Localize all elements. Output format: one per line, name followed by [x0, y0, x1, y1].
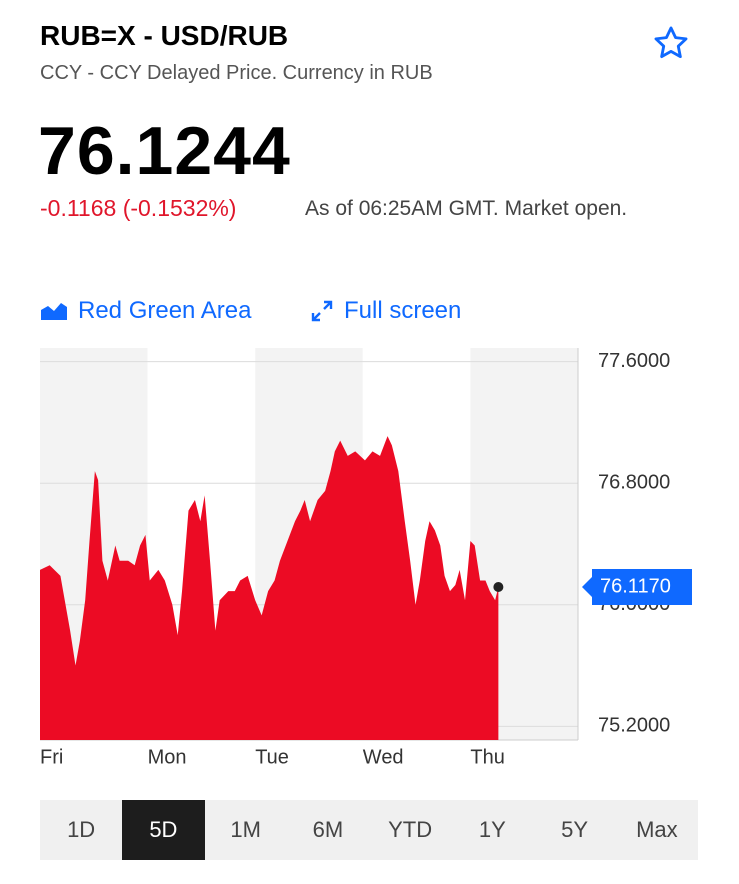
full-screen-label: Full screen — [344, 297, 462, 324]
range-tab[interactable]: 6M — [312, 817, 344, 842]
range-tab[interactable]: 1M — [230, 817, 261, 842]
watchlist-star[interactable] — [652, 24, 690, 62]
range-tab[interactable]: YTD — [388, 817, 433, 842]
range-tab[interactable]: 5D — [122, 800, 205, 860]
price: 76.1244 — [38, 113, 291, 189]
as-of: As of 06:25AM GMT. Market open. — [305, 197, 628, 220]
range-tabs: 1D 5D 1M 6M YTD 1Y 5Y Max — [40, 800, 698, 860]
chart-type-button[interactable]: Red Green Area — [40, 297, 251, 325]
expand-icon — [311, 300, 333, 322]
y-tick-label: 77.6000 — [598, 350, 670, 372]
chart-type-label: Red Green Area — [78, 297, 252, 324]
price-badge-label: 76.1170 — [600, 575, 671, 597]
x-tick-label: Fri — [40, 746, 63, 768]
chart: FriMonTueWedThu77.600076.800076.000075.2… — [40, 348, 692, 768]
subtitle: CCY - CCY Delayed Price. Currency in RUB — [40, 62, 433, 84]
price-area — [40, 436, 499, 740]
x-tick-label: Tue — [255, 746, 289, 768]
range-tab[interactable]: 5Y — [561, 817, 589, 842]
last-point — [493, 581, 504, 592]
x-tick-label: Thu — [470, 746, 504, 768]
range-tab[interactable]: 1D — [67, 817, 96, 842]
x-tick-label: Wed — [363, 746, 404, 768]
area-icon — [41, 303, 67, 320]
full-screen-button[interactable]: Full screen — [310, 297, 461, 325]
title: RUB=X - USD/RUB — [40, 20, 289, 51]
y-tick-label: 75.2000 — [598, 715, 670, 737]
x-tick-label: Mon — [148, 746, 187, 768]
range-tab[interactable]: Max — [636, 817, 678, 842]
price-badge — [582, 568, 692, 605]
y-tick-label: 76.8000 — [598, 472, 670, 494]
price-change: -0.1168 (-0.1532%) — [40, 195, 237, 221]
range-tab[interactable]: 1Y — [478, 817, 506, 842]
